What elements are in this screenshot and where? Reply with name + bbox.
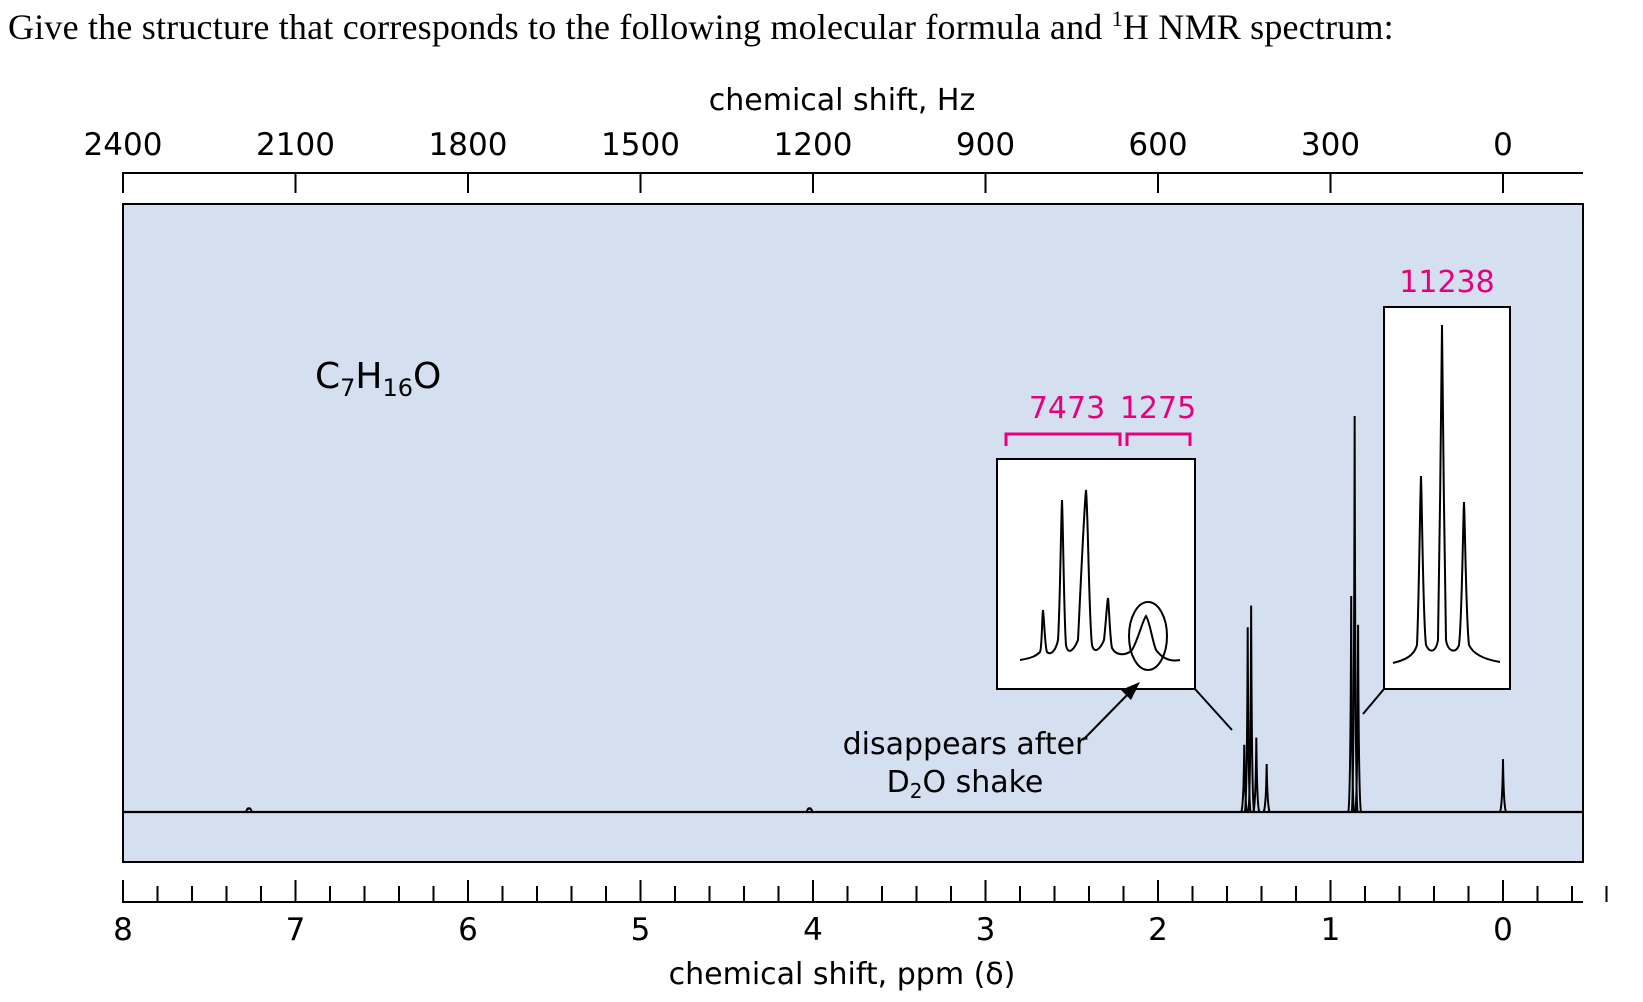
formula-h-count: 16 xyxy=(383,374,414,402)
question-prefix: Give the structure that corresponds to t… xyxy=(8,7,1103,47)
plot-area xyxy=(122,203,1584,863)
bottom-axis-tick-label: 2 xyxy=(1148,912,1168,948)
bottom-axis-tick-label: 1 xyxy=(1321,912,1341,948)
formula-o: O xyxy=(413,356,441,397)
inset-triplet-trace xyxy=(1392,324,1501,664)
question-superscript: 1 xyxy=(1111,6,1123,31)
formula-c: C xyxy=(315,356,340,397)
bottom-axis-tick-label: 4 xyxy=(803,912,823,948)
spectrum-peak xyxy=(1354,624,1363,813)
bottom-axis-tick-label: 3 xyxy=(976,912,996,948)
top-axis-tick-label: 2400 xyxy=(84,127,163,163)
spectrum-peak xyxy=(805,807,814,813)
annotation-d: D xyxy=(887,765,910,800)
top-axis-tick-label: 1500 xyxy=(601,127,680,163)
inset-quartet xyxy=(996,458,1233,731)
spectrum-peak xyxy=(244,807,253,813)
top-axis-tick-label: 300 xyxy=(1301,127,1360,163)
annotation-rest: O shake xyxy=(922,765,1043,800)
bottom-axis-label: chemical shift, ppm (δ) xyxy=(669,957,1016,992)
integral-triplet: 11238 xyxy=(1399,265,1494,300)
annotation-arrow-line xyxy=(1082,689,1133,741)
annotation-sub: 2 xyxy=(910,779,923,803)
bottom-axis-tick-label: 6 xyxy=(458,912,478,948)
integral-bracket-quartet xyxy=(1004,432,1122,446)
top-axis: 2400 2100 1800 1500 1200 900 600 300 0 xyxy=(84,127,1583,193)
question-suffix: H NMR spectrum: xyxy=(1122,7,1394,47)
molecular-formula: C7H16O xyxy=(315,356,441,402)
formula-c-count: 7 xyxy=(340,374,355,402)
top-axis-tick-label: 900 xyxy=(956,127,1015,163)
top-axis-tick-label: 2100 xyxy=(256,127,335,163)
bottom-axis-tick-label: 7 xyxy=(286,912,306,948)
bottom-axis-tick-label: 8 xyxy=(113,912,133,948)
bottom-axis-tick-label: 0 xyxy=(1493,912,1513,948)
integral-oh: 1275 xyxy=(1120,391,1196,426)
integral-quartet: 7473 xyxy=(1029,391,1105,426)
bottom-axis: 8 7 6 5 4 3 2 1 0 xyxy=(113,880,1608,948)
spectrum-peak xyxy=(1499,759,1507,813)
formula-h: H xyxy=(355,356,382,397)
inset-quartet-leader xyxy=(1194,688,1233,731)
annotation-arrow-head xyxy=(1121,682,1140,700)
spectrum-peak xyxy=(1240,744,1249,813)
question-text: Give the structure that corresponds to t… xyxy=(8,6,1394,48)
top-axis-tick-label: 600 xyxy=(1128,127,1187,163)
inset-triplet-leader xyxy=(1362,688,1385,715)
inset-oh-circle xyxy=(1128,601,1168,671)
top-axis-tick-label: 1800 xyxy=(429,127,508,163)
inset-quartet-trace xyxy=(1019,489,1181,662)
annotation-line1: disappears after xyxy=(843,727,1088,762)
spectrum-peaks xyxy=(244,415,1507,813)
bottom-axis-tick-label: 5 xyxy=(631,912,651,948)
annotation-line2: D2O shake xyxy=(887,765,1044,803)
top-axis-tick-label: 1200 xyxy=(774,127,853,163)
inset-triplet xyxy=(1362,306,1511,715)
inset-quartet-box xyxy=(996,458,1196,690)
top-axis-tick-label: 0 xyxy=(1493,127,1513,163)
top-axis-label: chemical shift, Hz xyxy=(709,83,975,118)
spectrum-peak xyxy=(1247,605,1256,813)
spectrum-peak xyxy=(1262,763,1271,813)
spectrum-peak xyxy=(1252,737,1261,813)
integral-bracket-oh xyxy=(1125,432,1192,446)
inset-triplet-box xyxy=(1383,306,1511,690)
